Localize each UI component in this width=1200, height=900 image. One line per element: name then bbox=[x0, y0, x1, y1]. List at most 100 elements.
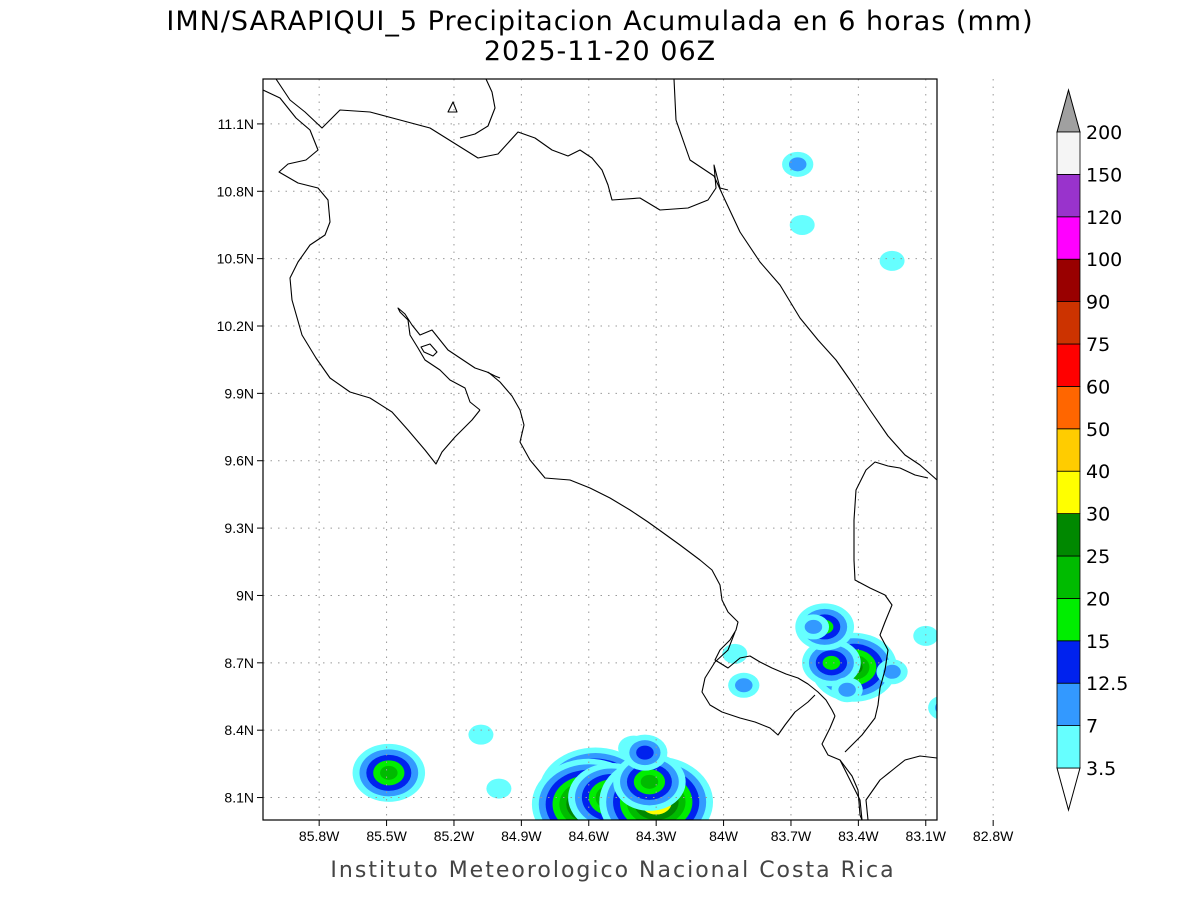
precip-cell bbox=[937, 264, 968, 289]
precip-cell bbox=[797, 614, 830, 640]
colorbar-label: 15 bbox=[1086, 631, 1110, 653]
colorbar-label: 20 bbox=[1086, 588, 1110, 610]
colorbar-swatch bbox=[1056, 640, 1081, 684]
precip-band bbox=[486, 778, 512, 799]
nicoya-gulf bbox=[397, 307, 501, 411]
precip-band bbox=[788, 157, 807, 172]
precip-band bbox=[1014, 793, 1031, 807]
map-subtitle-datetime: 2025-11-20 06Z bbox=[484, 36, 716, 67]
colorbar-label: 200 bbox=[1086, 122, 1122, 144]
colorbar-label: 3.5 bbox=[1086, 758, 1116, 780]
x-tick-label: 85.2W bbox=[434, 828, 475, 844]
map-title: IMN/SARAPIQUI_5 Precipitacion Acumulada … bbox=[166, 6, 1033, 37]
precip-cell bbox=[879, 250, 905, 271]
precip-cell bbox=[969, 287, 1000, 312]
precip-band bbox=[640, 774, 659, 789]
precip-cell bbox=[831, 677, 863, 703]
x-tick-label: 83.7W bbox=[771, 828, 812, 844]
precip-band bbox=[735, 678, 753, 693]
precip-band bbox=[1002, 294, 1020, 308]
precip-cell bbox=[982, 278, 1041, 325]
plot-frame bbox=[262, 78, 938, 821]
y-tick-label: 11.1N bbox=[218, 116, 254, 132]
precip-band bbox=[981, 103, 1006, 123]
precip-band bbox=[986, 771, 1058, 829]
precip-cell bbox=[728, 672, 760, 698]
colorbar-label: 12.5 bbox=[1086, 673, 1128, 695]
colorbar-swatch bbox=[1056, 598, 1081, 642]
precip-band bbox=[969, 287, 1000, 312]
precip-band bbox=[468, 724, 494, 745]
precip-band bbox=[982, 278, 1041, 325]
precip-band bbox=[913, 625, 937, 646]
precip-band bbox=[975, 292, 993, 306]
caribbean-coast bbox=[673, 79, 937, 481]
precip-cell bbox=[802, 639, 861, 687]
colorbar-label: 7 bbox=[1086, 716, 1098, 738]
precip-band bbox=[944, 270, 962, 284]
colorbar-label: 30 bbox=[1086, 504, 1110, 526]
colorbar: 3.5 7 12.5 15 20 25 30 40 50 60 75 90 100 120 150 200 bbox=[1056, 88, 1128, 812]
y-tick-label: 10.5N bbox=[217, 251, 254, 267]
x-tick-label: 84.3W bbox=[636, 828, 677, 844]
colorbar-swatch bbox=[1056, 682, 1081, 727]
precip-cell bbox=[782, 151, 814, 177]
colorbar-swatch bbox=[1056, 343, 1081, 387]
y-tick-label: 8.4N bbox=[224, 722, 254, 738]
precip-band bbox=[804, 619, 823, 634]
chira-island bbox=[420, 343, 438, 357]
precip-cell bbox=[982, 307, 1013, 332]
y-tick-label: 9.9N bbox=[224, 385, 254, 401]
colorbar-swatch bbox=[1056, 131, 1081, 175]
precip-cell bbox=[622, 734, 668, 771]
y-tick-label: 9N bbox=[236, 587, 254, 603]
precip-band bbox=[822, 655, 841, 670]
colorbar-label: 40 bbox=[1086, 461, 1110, 483]
colorbar-label: 75 bbox=[1086, 334, 1110, 356]
precip-band bbox=[636, 745, 654, 760]
x-tick-label: 85.5W bbox=[366, 828, 407, 844]
precip-cell bbox=[981, 103, 1006, 123]
colorbar-swatch bbox=[1056, 555, 1081, 599]
precip-band bbox=[928, 696, 937, 720]
y-tick-label: 9.6N bbox=[224, 453, 254, 469]
precip-band bbox=[969, 689, 994, 709]
precip-band bbox=[993, 776, 1052, 823]
precip-band bbox=[989, 312, 1007, 326]
colorbar-label: 120 bbox=[1086, 207, 1122, 229]
colorbar-label: 25 bbox=[1086, 546, 1110, 568]
precip-cell bbox=[876, 659, 908, 685]
y-tick-label: 10.8N bbox=[217, 183, 254, 199]
precip-cell bbox=[468, 724, 494, 745]
osa-peninsula bbox=[701, 631, 816, 736]
colorbar-over-triangle bbox=[1056, 88, 1081, 133]
x-tick-label: 84.6W bbox=[569, 828, 610, 844]
colorbar-swatch bbox=[1056, 385, 1081, 430]
colorbar-swatch bbox=[1056, 216, 1081, 260]
precip-band bbox=[1003, 388, 1028, 408]
colorbar-swatch bbox=[1056, 173, 1081, 218]
precip-band bbox=[982, 307, 1013, 332]
pacific-coast-north bbox=[263, 89, 481, 465]
colorbar-label: 50 bbox=[1086, 419, 1110, 441]
precip-band bbox=[879, 250, 905, 271]
panama-border bbox=[839, 759, 863, 820]
y-tick-label: 8.7N bbox=[224, 655, 254, 671]
pacific-coast-central bbox=[487, 371, 836, 717]
y-tick-label: 9.3N bbox=[224, 520, 254, 536]
precip-band bbox=[380, 765, 398, 780]
x-tick-label: 83.4W bbox=[838, 828, 879, 844]
colorbar-swatch bbox=[1056, 258, 1081, 303]
precip-cell bbox=[913, 625, 937, 646]
precip-band bbox=[937, 264, 968, 289]
colorbar-swatch bbox=[1056, 513, 1081, 557]
x-tick-label: 84W bbox=[709, 828, 739, 844]
precip-band bbox=[789, 214, 815, 235]
small-island-north bbox=[447, 101, 458, 113]
colorbar-label: 90 bbox=[1086, 292, 1110, 314]
y-tick-label: 8.1N bbox=[224, 790, 254, 806]
precip-cell bbox=[993, 780, 1038, 816]
precip-band bbox=[1007, 791, 1024, 805]
x-tick-label: 83.1W bbox=[906, 828, 947, 844]
